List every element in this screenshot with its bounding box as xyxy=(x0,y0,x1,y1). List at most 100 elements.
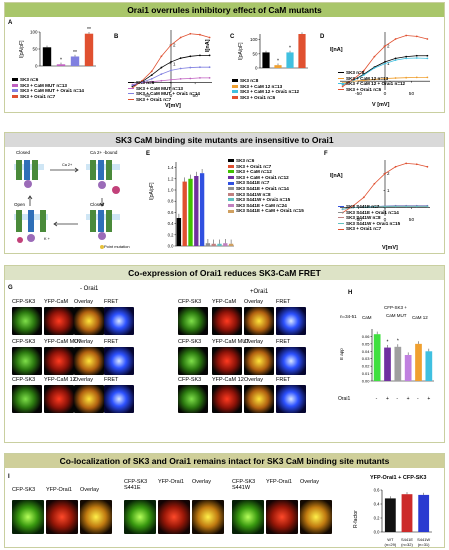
series-point xyxy=(150,74,153,76)
series-point xyxy=(384,60,386,63)
y-tick-label: 2 xyxy=(387,44,390,49)
x-tick-label: 50 xyxy=(409,217,415,223)
series-point xyxy=(373,67,376,69)
series-point xyxy=(208,54,211,57)
fret-image-caption: Overlay xyxy=(244,377,263,383)
series-point xyxy=(405,55,408,58)
series-point xyxy=(405,205,408,208)
significance-mark: * xyxy=(60,58,62,64)
fret-image xyxy=(276,307,306,335)
fret-image xyxy=(212,307,242,335)
axis-label-a-y: I[pA/pF] xyxy=(19,40,25,58)
coloc-image-caption: CFP-SK3 S441E xyxy=(124,479,148,491)
fret-image xyxy=(44,307,74,335)
series-point xyxy=(131,84,134,87)
series-point xyxy=(426,54,429,57)
channel-open xyxy=(14,210,48,243)
series-point xyxy=(362,206,365,209)
y-tick-label: 0.0 xyxy=(168,244,174,249)
chart-c: 0 50 100 * * xyxy=(250,32,308,71)
coloc-image-caption: YFP-Orai1 xyxy=(158,479,184,485)
panel-label-g: G xyxy=(8,285,13,291)
legend-f-item-3: SK3 S441W + Orai1 n=15 xyxy=(346,220,401,226)
significance-mark: * xyxy=(289,46,291,52)
series-point xyxy=(341,208,344,211)
series-point xyxy=(384,62,386,65)
series-point xyxy=(170,61,172,63)
series-point xyxy=(208,66,211,69)
fret-image xyxy=(178,385,208,413)
series-point xyxy=(415,54,418,57)
x-tick-label: 0 xyxy=(384,217,387,223)
legend-a-item-2: SK3 + CaM MUT + Orai1 n=14 xyxy=(20,88,84,94)
coloc-image xyxy=(300,500,332,534)
legend-a-item-0: SK3 n=6 xyxy=(20,77,39,82)
legend-c-item-2: SK3 + CaM 12 + Orai1 n=12 xyxy=(240,89,300,95)
legend-e-item-9: SK3 S441E + CaM + Orai1 n=15 xyxy=(236,208,304,214)
series-point xyxy=(170,69,172,72)
series-point xyxy=(199,66,201,69)
legend-e-item-8: SK3 S441E + CaM n=24 xyxy=(236,202,287,208)
group-minus-orai1: - Orai1 xyxy=(80,286,99,292)
schematic-ion-ca: Ca 2+ xyxy=(62,163,73,167)
bar-1 xyxy=(384,347,391,381)
fret-image-caption: CFP-SK3 xyxy=(12,377,36,383)
axis-label-d-y: I[nA] xyxy=(330,47,343,53)
series-point xyxy=(426,76,429,79)
bar-3 xyxy=(194,176,199,246)
series-point xyxy=(373,182,376,185)
fret-image xyxy=(244,347,274,375)
y-tick-label: 0.00 xyxy=(362,379,371,384)
axis-label-e-y: I[pA/pF] xyxy=(149,182,155,200)
legend-e-item-1: SK3 + Orai1 n=7 xyxy=(236,163,272,169)
coloc-image-caption: YFP-Orai1 xyxy=(46,487,72,493)
schematic-label-ca-bound: Ca 2+ -bound xyxy=(90,150,118,155)
cycle-arrows xyxy=(27,167,105,227)
legend-c: SK3 n=8 SK3 + CaM 12 n=13 SK3 + CaM 12 +… xyxy=(232,78,328,100)
y-tick-label: 2 xyxy=(173,43,176,48)
bar-0 xyxy=(262,52,270,68)
panel-label-i: I xyxy=(8,474,10,480)
bar-1 xyxy=(56,64,66,66)
coloc-image xyxy=(80,500,112,534)
series-point xyxy=(415,57,418,59)
legend-c-item-0: SK3 n=8 xyxy=(240,78,259,83)
bar-1 xyxy=(182,181,187,246)
legend-b-item-2: SK3 + CaM MUT + Orai1 n=14 xyxy=(136,91,200,97)
coloc-image xyxy=(192,500,224,534)
h-orai-sign: + xyxy=(427,396,431,402)
series-point xyxy=(384,77,386,80)
series-point xyxy=(160,73,163,76)
bar-0 xyxy=(373,334,381,381)
fret-image xyxy=(104,307,134,335)
significance-mark: * xyxy=(387,339,389,345)
series-point xyxy=(199,77,201,79)
series-point xyxy=(179,57,182,60)
legend-swatch xyxy=(12,78,18,82)
y-tick-label: 0 xyxy=(255,66,258,71)
bar-6 xyxy=(211,243,216,246)
x-tick-label: 50 xyxy=(409,91,415,97)
h-group-cam12: CaM 12 xyxy=(412,315,428,320)
bar-2 xyxy=(418,494,430,532)
legend-b: SK3 n=6 SK3 + CaM MUT n=13 SK3 + CaM MUT… xyxy=(128,80,238,102)
legend-a: SK3 n=6 SK3 + CaM MUT n=13 SK3 + CaM MUT… xyxy=(12,77,112,99)
axis-label-b-x: V[mV] xyxy=(165,103,181,109)
fret-image-caption: YFP-CaM 12 xyxy=(212,377,244,383)
series-point xyxy=(189,66,192,69)
x-tick-label: 50 xyxy=(192,93,198,99)
coloc-image xyxy=(46,500,78,534)
panel-label-f: F xyxy=(324,151,328,157)
bar-2 xyxy=(286,52,294,68)
h-group-cammut: CaM MUT xyxy=(386,313,407,318)
fret-image xyxy=(276,385,306,413)
h-group-cam: CaM xyxy=(362,315,372,320)
fret-image xyxy=(44,385,74,413)
coloc-image-caption: Overlay xyxy=(192,479,211,485)
legend-e-item-4: SK3 S441E n=7 xyxy=(236,180,270,186)
schematic-legend-point-mutation: Point mutation xyxy=(104,244,130,249)
legend-d: SK3 n=8 SK3 + CaM 12 n=13 SK3 + CaM 12 +… xyxy=(338,70,442,92)
significance-mark: * xyxy=(277,58,279,64)
series-point xyxy=(150,77,153,80)
